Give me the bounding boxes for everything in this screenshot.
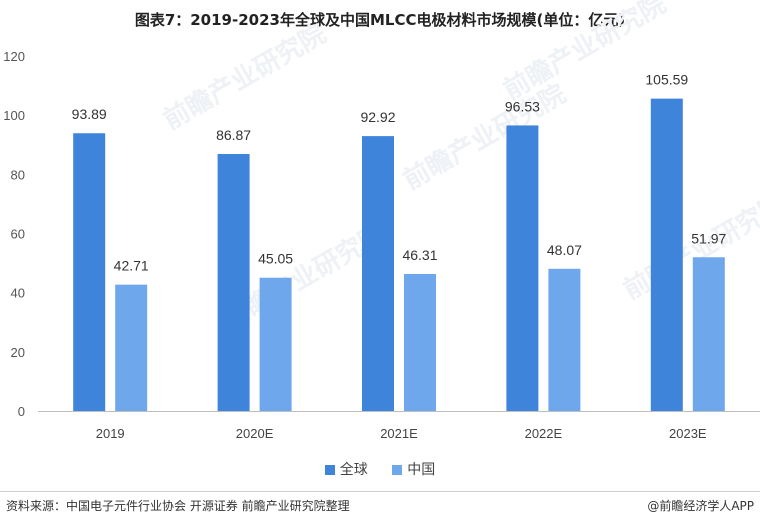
bar-global: [217, 154, 250, 411]
x-axis-labels: 2019 2020E 2021E 2022E 2023E: [96, 426, 707, 441]
data-label-global: 93.89: [72, 106, 107, 122]
bar-china: [115, 284, 148, 411]
data-label-china: 46.31: [402, 247, 437, 263]
x-tick-label: 2022E: [525, 426, 563, 441]
legend-swatch-china: [392, 465, 403, 475]
y-tick-label: 120: [3, 49, 25, 64]
data-label-china: 42.71: [114, 258, 149, 274]
bars-group: 93.89 42.71 86.87 45.05 92.92 46.31 96.53 48.07…: [72, 72, 727, 412]
data-label-global: 96.53: [505, 98, 540, 114]
watermark-text: 前瞻产业研究院: [158, 18, 331, 136]
y-tick-label: 20: [11, 345, 25, 360]
data-label-global: 92.92: [360, 109, 395, 125]
bar-china: [404, 273, 436, 411]
y-tick-label: 40: [11, 286, 25, 301]
y-axis: 0 20 40 60 80 100 120: [3, 49, 25, 419]
bar-global: [650, 98, 683, 412]
y-tick-label: 100: [3, 108, 25, 123]
watermark-text: 前瞻产业研究院: [618, 188, 760, 306]
data-label-global: 86.87: [216, 127, 251, 143]
data-label-global: 105.59: [645, 72, 688, 88]
y-tick-label: 60: [11, 227, 25, 242]
watermark-text: 前瞻产业研究院: [498, 0, 671, 106]
legend-label-china: 中国: [407, 462, 436, 478]
y-tick-label: 0: [18, 404, 25, 419]
x-tick-label: 2020E: [236, 426, 274, 441]
bar-global: [362, 136, 394, 411]
footer-divider: [0, 491, 760, 492]
watermark-text: 前瞻产业研究院: [398, 78, 571, 196]
x-tick-label: 2021E: [380, 426, 418, 441]
x-tick-label: 2023E: [669, 426, 707, 441]
y-tick-label: 80: [11, 167, 25, 182]
legend-label-global: 全球: [339, 462, 368, 478]
source-note: 资料来源：中国电子元件行业协会 开源证券 前瞻产业研究院整理: [6, 499, 350, 513]
bar-china: [692, 257, 725, 411]
chart-title: 图表7：2019-2023年全球及中国MLCC电极材料市场规模(单位：亿元): [134, 11, 626, 29]
bar-china: [548, 268, 581, 411]
brand-credit: @前瞻经济学人APP: [647, 499, 754, 513]
bar-china: [259, 277, 292, 411]
bar-global: [506, 125, 539, 412]
data-label-china: 51.97: [691, 230, 726, 246]
data-label-china: 45.05: [258, 251, 293, 267]
bar-global: [73, 133, 106, 412]
x-tick-label: 2019: [96, 426, 125, 441]
legend: 全球 中国: [0, 459, 760, 479]
legend-item-global: 全球: [324, 459, 368, 479]
legend-swatch-global: [324, 465, 335, 475]
legend-item-china: 中国: [392, 459, 435, 479]
data-label-china: 48.07: [547, 242, 582, 258]
